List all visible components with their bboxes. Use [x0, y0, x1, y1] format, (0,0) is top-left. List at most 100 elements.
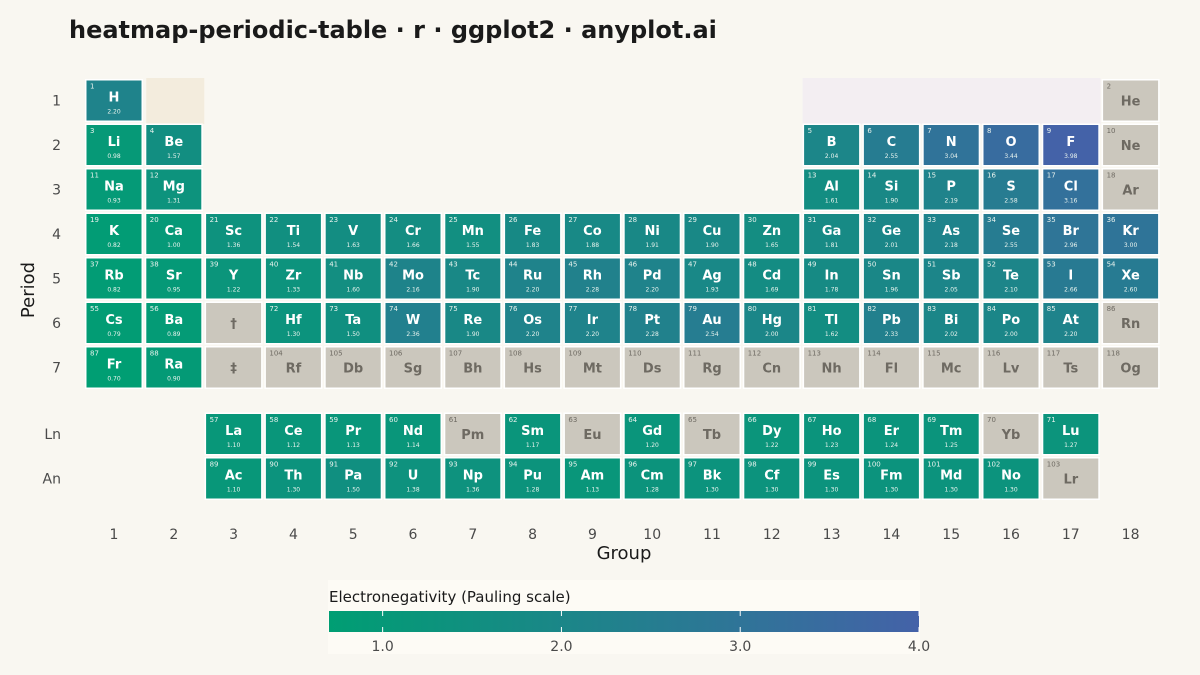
element-symbol: Ni: [645, 224, 660, 239]
atomic-number: 9: [1047, 127, 1051, 135]
element-cell-gd: 64 Gd 1.20: [623, 412, 682, 456]
cell-fill: [445, 303, 501, 343]
cell-fill: [445, 458, 501, 499]
atomic-number: 57: [210, 416, 219, 424]
element-cell-o: 8 O 3.44: [982, 123, 1040, 167]
electronegativity-value: 1.30: [765, 487, 779, 494]
element-symbol: Ru: [523, 269, 542, 284]
element-symbol: Sn: [882, 269, 901, 284]
cell-fill: [206, 214, 262, 254]
element-cell-fl: 114 Fl: [862, 346, 921, 389]
y-tick-label: An: [43, 472, 61, 488]
cell-fill: [923, 458, 979, 499]
cell-fill: [86, 125, 142, 165]
element-symbol: S: [1006, 180, 1015, 195]
atomic-number: 86: [1107, 305, 1116, 313]
element-cell-f: 9 F 3.98: [1041, 123, 1100, 167]
element-cell-pu: 94 Pu 1.28: [503, 457, 562, 500]
element-symbol: Mo: [402, 269, 424, 284]
element-symbol: Bh: [463, 362, 482, 377]
cell-fill: [1103, 214, 1159, 254]
element-symbol: Fm: [880, 469, 902, 484]
cell-fill: [146, 347, 202, 388]
element-cell-he: 2 He: [1101, 79, 1160, 122]
atomic-number: 82: [867, 305, 876, 313]
element-cell-dy: 66 Dy 1.22: [742, 412, 801, 456]
element-symbol: Al: [824, 180, 839, 195]
element-cell-pb: 82 Pb 2.33: [862, 301, 921, 345]
electronegativity-value: 2.58: [1004, 198, 1018, 205]
electronegativity-value: 1.33: [287, 287, 301, 294]
element-symbol: Hs: [523, 362, 542, 377]
electronegativity-value: 1.50: [347, 331, 361, 338]
electronegativity-value: 2.33: [885, 331, 899, 338]
electronegativity-value: 2.00: [1004, 331, 1018, 338]
element-symbol: Gd: [642, 424, 662, 439]
atomic-number: 83: [927, 305, 936, 313]
x-tick-label: 6: [409, 527, 418, 543]
atomic-number: 17: [1047, 172, 1056, 180]
element-cell-np: 93 Np 1.36: [443, 457, 502, 500]
electronegativity-value: 1.57: [167, 153, 181, 160]
cell-fill: [325, 414, 381, 454]
atomic-number: 105: [329, 350, 342, 358]
atomic-number: 18: [1107, 172, 1116, 180]
atomic-number: 50: [867, 261, 876, 269]
cell-fill: [804, 214, 860, 254]
atomic-number: 46: [628, 261, 637, 269]
element-cell-si: 14 Si 1.90: [862, 168, 921, 211]
electronegativity-value: 1.00: [167, 242, 181, 249]
element-symbol: I: [1068, 269, 1073, 284]
atomic-number: 49: [808, 261, 817, 269]
electronegativity-value: 1.10: [227, 487, 241, 494]
element-symbol: Te: [1003, 269, 1019, 284]
atomic-number: 118: [1107, 350, 1120, 358]
x-tick-label: 15: [942, 527, 960, 543]
cell-fill: [564, 458, 620, 499]
element-cell-tb: 65 Tb: [683, 412, 741, 456]
electronegativity-value: 1.66: [406, 242, 420, 249]
atomic-number: 1: [90, 83, 94, 91]
electronegativity-value: 1.60: [347, 287, 361, 294]
atomic-number: 87: [90, 350, 99, 358]
electronegativity-value: 1.81: [825, 242, 839, 249]
element-cell-be: 4 Be 1.57: [144, 123, 203, 167]
electronegativity-value: 2.16: [406, 287, 420, 294]
cell-fill: [325, 214, 381, 254]
element-cell-zn: 30 Zn 1.65: [742, 212, 801, 256]
cell-fill: [445, 414, 501, 454]
element-symbol: Og: [1120, 362, 1140, 377]
cell-fill: [146, 214, 202, 254]
atomic-number: 103: [1047, 461, 1060, 469]
element-symbol: Cd: [762, 269, 781, 284]
cell-fill: [983, 347, 1039, 388]
element-symbol: As: [942, 224, 960, 239]
atomic-number: 94: [509, 461, 518, 469]
cell-fill: [505, 214, 561, 254]
legend-tick-label: 3.0: [729, 639, 751, 655]
element-symbol: Sb: [942, 269, 961, 284]
cell-fill: [505, 347, 561, 388]
cell-fill: [1103, 169, 1159, 210]
cell-fill: [923, 303, 979, 343]
element-symbol: No: [1001, 469, 1021, 484]
series-placeholder-cell: ‡: [204, 346, 263, 389]
atomic-number: 16: [987, 172, 996, 180]
atomic-number: 12: [150, 172, 159, 180]
electronegativity-value: 1.30: [945, 487, 959, 494]
atomic-number: 55: [90, 305, 99, 313]
atomic-number: 25: [449, 216, 458, 224]
electronegativity-value: 2.66: [1064, 287, 1078, 294]
element-symbol: Br: [1063, 224, 1080, 239]
element-cell-am: 95 Am 1.13: [563, 457, 622, 500]
element-cell-ag: 47 Ag 1.93: [683, 257, 741, 300]
cell-fill: [744, 303, 800, 343]
electronegativity-value: 2.10: [1004, 287, 1018, 294]
element-symbol: Lv: [1003, 362, 1020, 377]
element-cell-ar: 18 Ar: [1101, 168, 1160, 211]
element-cell-mg: 12 Mg 1.31: [144, 168, 203, 211]
